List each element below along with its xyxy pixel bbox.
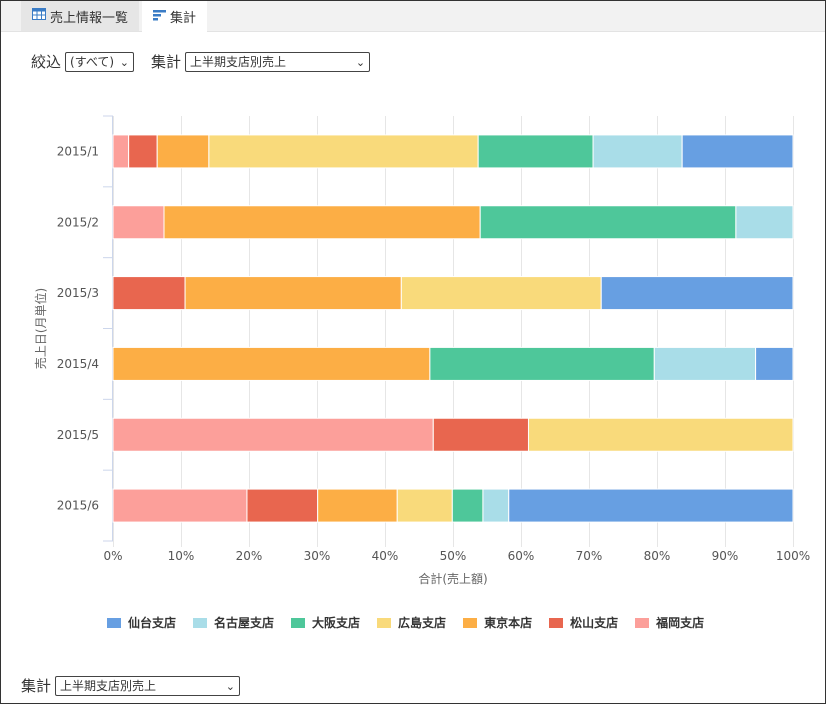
- bar-segment: [508, 488, 794, 523]
- bottom-aggregate-select[interactable]: 上半期支店別売上 ⌄: [55, 675, 241, 696]
- bottom-filter-bar: 集計 上半期支店別売上 ⌄: [21, 675, 241, 696]
- bar-segment: [482, 488, 510, 523]
- bar-segment: [592, 134, 683, 169]
- bar-segment: [246, 488, 319, 523]
- legend-swatch: [193, 617, 208, 628]
- table-icon: [31, 8, 46, 24]
- legend-item[interactable]: 福岡支店: [635, 614, 704, 631]
- chevron-down-icon: ⌄: [119, 55, 130, 69]
- legend-item[interactable]: 仙台支店: [107, 614, 176, 631]
- bar-segment: [600, 276, 794, 311]
- bar-segment: [400, 276, 602, 311]
- legend-item[interactable]: 東京本店: [463, 614, 532, 631]
- x-tick-label: 0%: [103, 549, 122, 563]
- x-tick-label: 70%: [576, 549, 603, 563]
- x-axis-title: 合計(売上額): [418, 571, 487, 586]
- x-tick-label: 80%: [644, 549, 671, 563]
- bar-segment: [184, 276, 402, 311]
- tab-aggregate[interactable]: 集計: [142, 1, 207, 32]
- bar-segment: [755, 346, 794, 381]
- legend-swatch: [107, 617, 121, 628]
- tab-sales-list-label: 売上情報一覧: [49, 10, 128, 26]
- narrow-select-value: (すべて): [70, 55, 115, 69]
- aggregate-select-value: 上半期支店別売上: [190, 55, 287, 69]
- bar-segment: [112, 205, 165, 240]
- bar-chart-icon: [152, 9, 166, 25]
- y-axis-title: 売上日(月単位): [33, 288, 48, 369]
- bar-segment: [527, 417, 794, 452]
- legend-label: 東京本店: [484, 616, 533, 630]
- legend-swatch: [549, 617, 564, 628]
- bar-segment: [653, 346, 757, 381]
- x-tick-label: 40%: [372, 549, 399, 563]
- x-tick-label: 10%: [168, 549, 195, 563]
- bar-segment: [317, 488, 398, 523]
- narrow-label: 絞込: [31, 53, 62, 71]
- y-tick-label: 2015/1: [57, 144, 99, 158]
- bar-segment: [208, 134, 479, 169]
- legend-item[interactable]: 広島支店: [377, 614, 446, 631]
- bar-segment: [479, 205, 737, 240]
- tab-aggregate-label: 集計: [169, 11, 196, 26]
- y-tick-label: 2015/3: [57, 286, 99, 300]
- bar-segment: [477, 134, 594, 169]
- narrow-select[interactable]: (すべて) ⌄: [65, 51, 135, 72]
- legend-swatch: [291, 617, 306, 628]
- chart-legend: 仙台支店 名古屋支店 大阪支店 広島支店 東京本店 松山支店 福岡支店: [107, 614, 721, 631]
- tab-bar: 売上情報一覧 集計: [1, 1, 825, 32]
- bar-segment: [735, 205, 794, 240]
- legend-label: 広島支店: [398, 616, 447, 630]
- filter-bar: 絞込 (すべて) ⌄ 集計 上半期支店別売上 ⌄: [31, 51, 371, 72]
- stacked-bar-chart: 0% 10% 20% 30% 40% 50% 60% 70% 80% 90% 100% 2015/1 2…: [33, 115, 810, 586]
- bar-segment: [156, 134, 210, 169]
- bar-segment: [429, 346, 655, 381]
- bar-segment: [128, 134, 158, 169]
- bar-segment: [112, 276, 186, 311]
- legend-label: 仙台支店: [128, 616, 177, 630]
- legend-swatch: [635, 617, 650, 628]
- bar-segment: [681, 134, 794, 169]
- legend-label: 名古屋支店: [214, 616, 275, 630]
- bottom-aggregate-label: 集計: [21, 677, 52, 695]
- x-tick-label: 60%: [508, 549, 535, 563]
- tab-sales-list[interactable]: 売上情報一覧: [21, 1, 139, 31]
- bar-segment: [112, 488, 248, 523]
- x-tick-label: 50%: [440, 549, 467, 563]
- x-tick-label: 20%: [236, 549, 263, 563]
- legend-item[interactable]: 松山支店: [549, 614, 618, 631]
- bar-segment: [432, 417, 529, 452]
- y-tick-label: 2015/4: [57, 357, 99, 371]
- chevron-down-icon: ⌄: [355, 55, 366, 69]
- bar-segment: [112, 417, 434, 452]
- y-tick-label: 2015/2: [57, 215, 99, 229]
- x-tick-label: 30%: [304, 549, 331, 563]
- legend-label: 松山支店: [570, 616, 619, 630]
- bar-segment: [163, 205, 481, 240]
- aggregate-select[interactable]: 上半期支店別売上 ⌄: [185, 51, 371, 72]
- legend-swatch: [463, 617, 478, 628]
- chevron-down-icon: ⌄: [225, 679, 236, 693]
- bottom-aggregate-select-value: 上半期支店別売上: [60, 679, 157, 693]
- bar-segment: [112, 134, 130, 169]
- y-tick-label: 2015/5: [57, 428, 99, 442]
- legend-item[interactable]: 名古屋支店: [193, 614, 274, 631]
- legend-label: 福岡支店: [656, 616, 705, 630]
- legend-item[interactable]: 大阪支店: [291, 614, 360, 631]
- bar-segment: [112, 346, 431, 381]
- bar-segment: [396, 488, 453, 523]
- y-tick-label: 2015/6: [57, 499, 99, 513]
- bar-segment: [451, 488, 484, 523]
- legend-label: 大阪支店: [312, 616, 361, 630]
- legend-swatch: [377, 617, 392, 628]
- aggregate-label: 集計: [151, 53, 182, 71]
- x-tick-label: 90%: [712, 549, 739, 563]
- x-tick-label: 100%: [776, 549, 810, 563]
